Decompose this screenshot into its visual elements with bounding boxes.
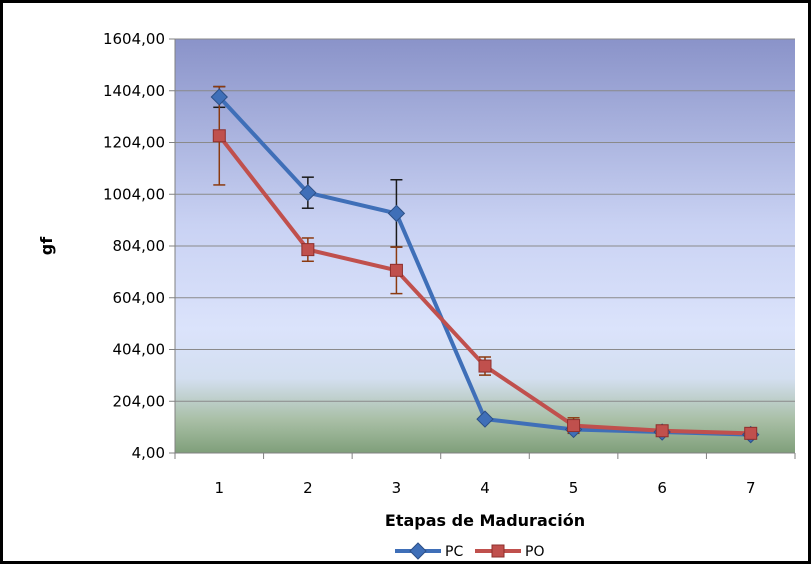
data-point-pc bbox=[210, 88, 228, 106]
x-tick-label: 1 bbox=[215, 479, 225, 497]
data-point-pc bbox=[299, 183, 317, 202]
y-tick-label: 1004,00 bbox=[103, 185, 165, 203]
y-tick-label: 804,00 bbox=[113, 237, 166, 255]
y-tick-label: 404,00 bbox=[113, 341, 166, 359]
y-tick-label: 204,00 bbox=[113, 392, 166, 410]
x-axis-label: Etapas de Maduración bbox=[385, 511, 585, 530]
legend: PC PO bbox=[395, 542, 544, 560]
data-point-po bbox=[478, 359, 492, 373]
data-point-po bbox=[389, 263, 403, 277]
x-tick-label: 2 bbox=[303, 479, 313, 497]
data-point-po bbox=[567, 419, 581, 433]
legend-label-pc: PC bbox=[445, 544, 463, 560]
data-point-po bbox=[212, 129, 226, 143]
legend-marker-pc bbox=[409, 542, 427, 560]
y-tick-label: 604,00 bbox=[113, 289, 166, 307]
x-tick-labels: 1 2 3 4 5 6 7 bbox=[215, 479, 756, 497]
legend-item-pc: PC bbox=[395, 542, 463, 560]
data-point-pc bbox=[387, 204, 406, 223]
y-axis-label: gf bbox=[37, 236, 56, 255]
y-tick-labels: 4,00 204,00 404,00 604,00 804,00 1004,00 1204,… bbox=[103, 30, 165, 462]
legend-label-po: PO bbox=[525, 544, 544, 560]
data-point-po bbox=[744, 426, 758, 440]
x-tick-label: 4 bbox=[480, 479, 490, 497]
legend-marker-po bbox=[491, 544, 505, 558]
x-tick-label: 3 bbox=[392, 479, 402, 497]
y-tick-label: 1204,00 bbox=[103, 134, 165, 152]
y-tick-label: 1404,00 bbox=[103, 82, 165, 100]
y-tick-label: 4,00 bbox=[132, 444, 165, 462]
x-tick-label: 5 bbox=[569, 479, 579, 497]
x-tick-label: 6 bbox=[657, 479, 667, 497]
gridlines bbox=[169, 38, 796, 459]
data-point-po bbox=[655, 424, 669, 438]
series-layer bbox=[210, 85, 760, 444]
x-tick-label: 7 bbox=[746, 479, 756, 497]
legend-item-po: PO bbox=[475, 544, 544, 560]
y-tick-label: 1604,00 bbox=[103, 30, 165, 48]
data-point-po bbox=[301, 243, 315, 257]
data-point-pc bbox=[476, 410, 494, 428]
series-po-markers bbox=[212, 129, 758, 440]
